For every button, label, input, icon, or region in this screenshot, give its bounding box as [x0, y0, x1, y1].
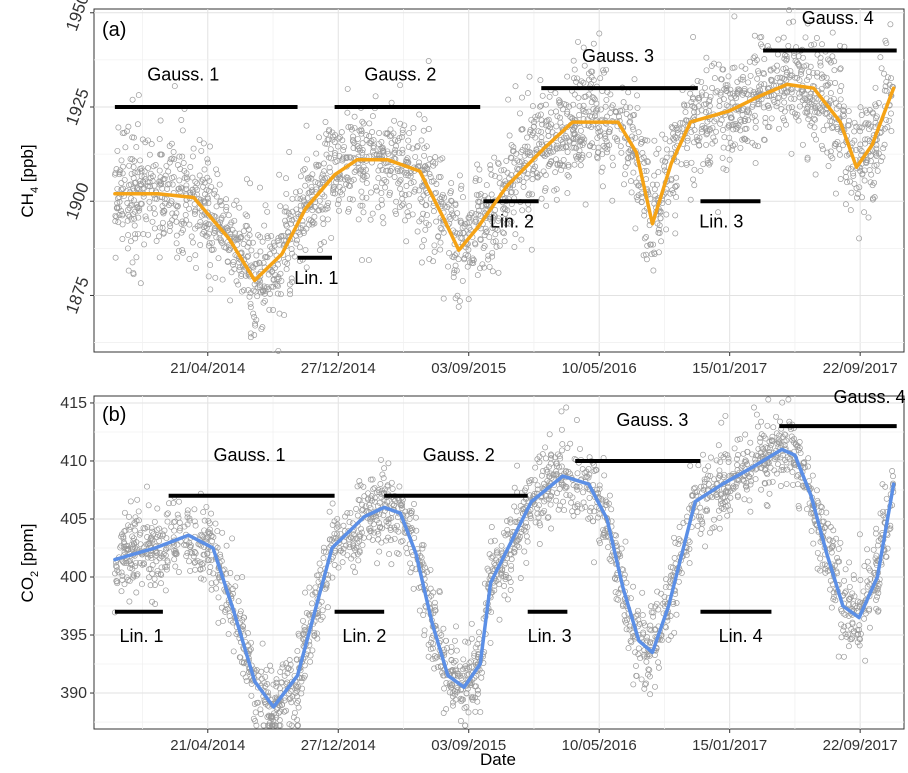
panel-a-x-tick-label: 22/09/2017 [823, 360, 898, 377]
panel-a-x-tick-label: 27/12/2014 [301, 360, 376, 377]
panel-a-y-tick-label: 1875 [62, 274, 93, 316]
panel-a-y-label-unit: [ppb] [18, 144, 37, 187]
panel-a-segment-label: Gauss. 3 [582, 46, 654, 66]
panel-a-segment-label: Gauss. 2 [364, 65, 436, 85]
panel-a-x-tick-label: 03/09/2015 [431, 360, 506, 377]
panel-a-segment-label: Lin. 3 [699, 212, 743, 232]
panel-a-x-tick-label: 10/05/2016 [562, 360, 637, 377]
panel-a-ch4: Gauss. 1 Lin. 1 Gauss. 2 Lin. 2 Gauss. 3 Lin.… [18, 0, 904, 377]
panel-a-y-tick-label: 1950 [62, 0, 93, 34]
panel-a-segment-label: Gauss. 1 [147, 65, 219, 85]
panel-a-segment-label: Gauss. 4 [802, 8, 874, 28]
panel-a-segment-label: Lin. 2 [490, 212, 534, 232]
panel-a-x-tick-label: 21/04/2014 [170, 360, 245, 377]
panel-a-label: (a) [102, 19, 126, 41]
panel-a-y-ticks: 1875 1900 1925 1950 [62, 0, 94, 316]
panel-a-y-tick-label: 1925 [62, 86, 93, 128]
panel-a-segment-label: Lin. 1 [294, 268, 338, 288]
panel-a-y-tick-label: 1900 [62, 180, 93, 222]
panel-a-x-ticks: 21/04/2014 27/12/2014 03/09/2015 10/05/2016… [170, 352, 897, 377]
panel-a-y-axis-label: CH4 [ppb] [18, 144, 41, 217]
panel-a-y-label-main: CH [18, 193, 37, 218]
panel-a-x-tick-label: 15/01/2017 [692, 360, 767, 377]
